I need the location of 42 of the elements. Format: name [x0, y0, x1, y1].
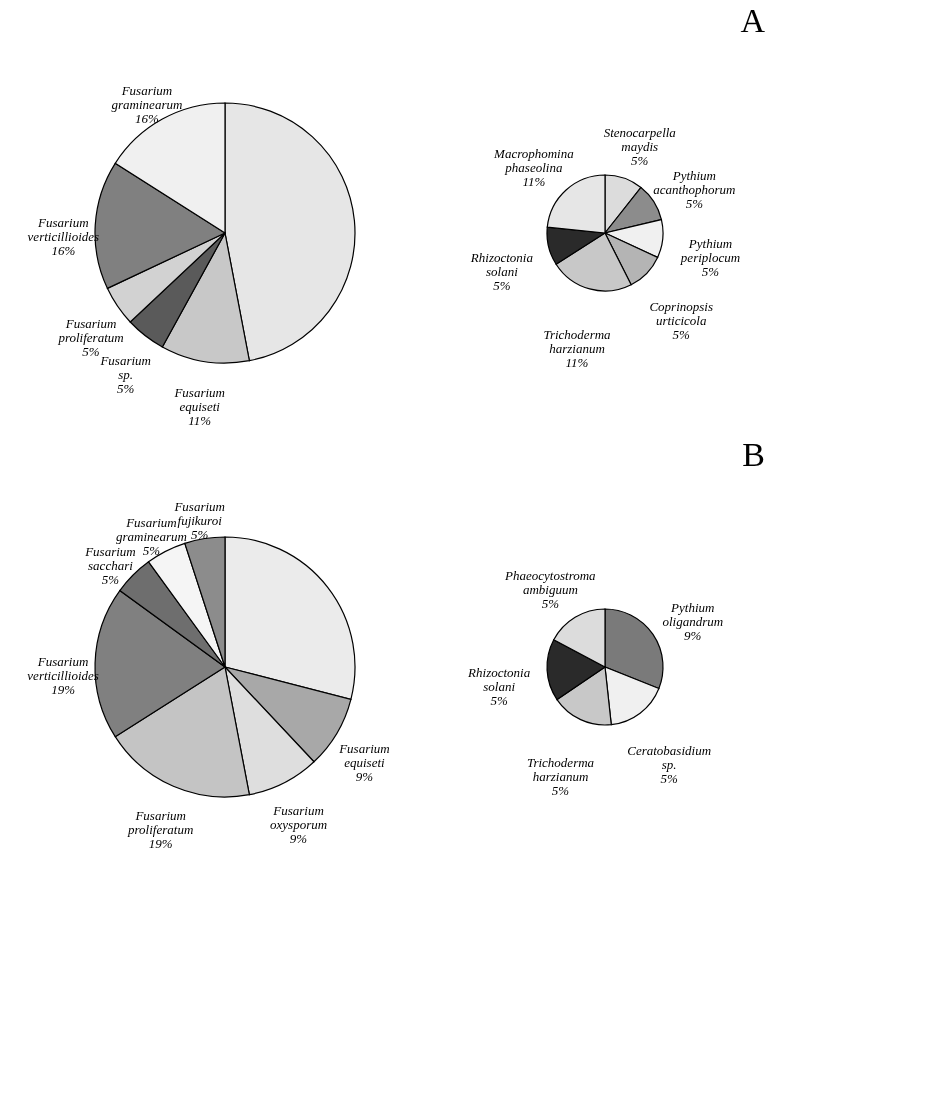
data-label: 16% — [51, 242, 76, 258]
slice-label: Stenocarpella maydis — [603, 124, 677, 154]
slice-label: Pythium periplocum — [679, 235, 741, 265]
data-label: 9% — [684, 627, 702, 643]
slice-label: Pythium acanthophorum — [653, 167, 736, 197]
data-label: 16% — [135, 111, 160, 127]
data-label: 5% — [101, 572, 120, 588]
slice-label: Phaeocytostroma ambiguum — [504, 568, 597, 598]
slice-label: Fusarium proliferatum — [57, 316, 124, 346]
data-label: 5% — [490, 692, 508, 708]
chart-title: B — [742, 436, 765, 473]
slice-label: Pythium oligandrum — [662, 599, 724, 629]
slice-label: Fusarium sacchari — [84, 544, 136, 574]
data-label: 5% — [190, 526, 209, 542]
data-label: 9% — [355, 769, 374, 785]
slice-label: Fusarium proliferatum — [127, 807, 194, 837]
data-label: 5% — [142, 542, 161, 558]
data-label: 5% — [82, 344, 100, 360]
slice-label: Fusarium equiseti — [173, 385, 225, 415]
data-label: 11% — [188, 413, 212, 429]
chart-title: A — [740, 2, 766, 39]
slice-label: Fusarium graminearum — [111, 83, 183, 113]
slice-label: Fusarium oxysporum — [270, 803, 328, 833]
slice-label: Coprinopsis urticicola — [649, 298, 713, 328]
data-label: 5% — [493, 277, 511, 293]
slice-label: Rhizoctonia solani — [467, 664, 531, 694]
data-label: 11% — [522, 174, 546, 190]
data-label: 19% — [51, 681, 76, 697]
slice-label: Fusarium sp. — [99, 353, 151, 383]
data-label: 5% — [117, 381, 135, 397]
data-label: 5% — [660, 771, 678, 787]
slice-label: Trichoderma harzianum — [526, 755, 595, 785]
slice-label: Rhizoctonia solani — [469, 249, 534, 279]
data-label: 5% — [541, 596, 560, 612]
data-label: 9% — [289, 831, 308, 847]
data-label: 5% — [551, 783, 570, 799]
slice-label: Ceratobasidium sp. — [627, 743, 712, 773]
slice-label: Macrophomina phaseolina — [493, 146, 575, 176]
data-label: 11% — [565, 355, 589, 371]
slice-label: Trichoderma harzianum — [543, 327, 612, 357]
slice-label: Fusarium equiseti — [338, 741, 390, 771]
data-label: 5% — [672, 326, 691, 342]
